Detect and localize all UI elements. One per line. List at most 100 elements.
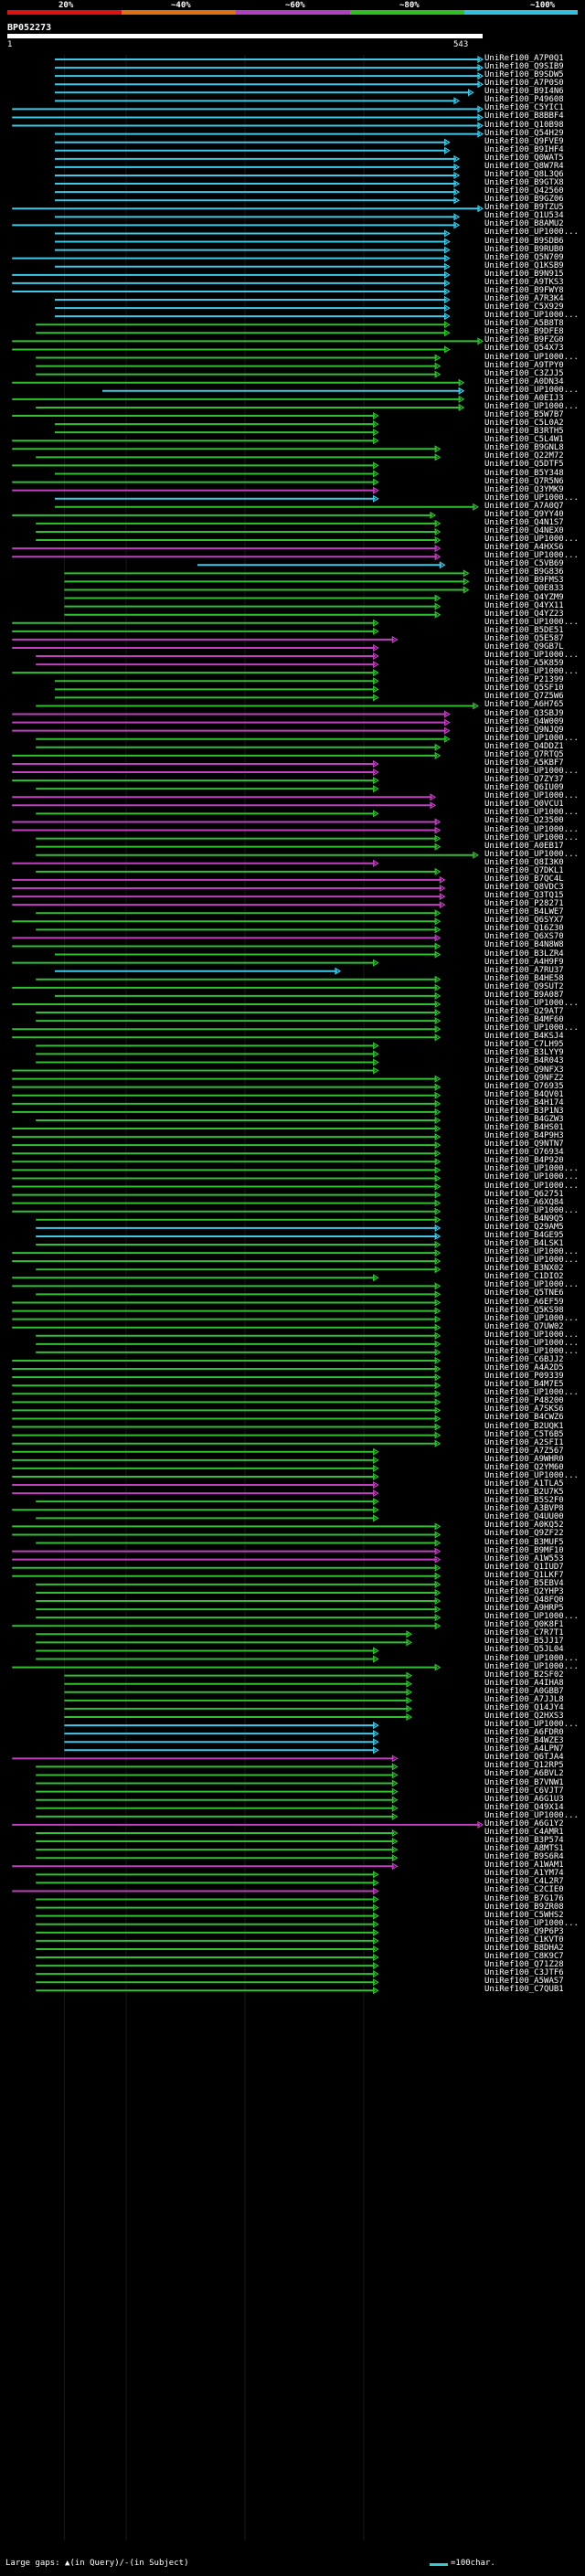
hit-label[interactable]: UniRef100_C5VB69 (484, 559, 564, 569)
hit-label[interactable]: UniRef100_B4GE95 (484, 1230, 564, 1240)
hit-label[interactable]: UniRef100_Q0E833 (484, 584, 564, 594)
hit-label[interactable]: UniRef100_UP1000... (484, 1330, 579, 1340)
hit-label[interactable]: UniRef100_Q54H29 (484, 128, 564, 138)
hit-label[interactable]: UniRef100_Q22M72 (484, 451, 564, 461)
hit-label[interactable]: UniRef100_Q9SIB9 (484, 62, 564, 72)
hit-label[interactable]: UniRef100_Q29AT7 (484, 1007, 564, 1017)
hit-label[interactable]: UniRef100_C6BJJ2 (484, 1354, 564, 1364)
hit-label[interactable]: UniRef100_A9TPY0 (484, 360, 564, 370)
hit-label[interactable]: UniRef100_A1TLA5 (484, 1479, 564, 1489)
hit-label[interactable]: UniRef100_B4QV01 (484, 1089, 564, 1099)
hit-label[interactable]: UniRef100_Q6IU09 (484, 783, 564, 793)
hit-label[interactable]: UniRef100_A7SKS6 (484, 1405, 564, 1415)
hit-label[interactable]: UniRef100_P48200 (484, 1396, 564, 1406)
hit-label[interactable]: UniRef100_A0EB17 (484, 841, 564, 851)
hit-label[interactable]: UniRef100_B4R043 (484, 1056, 564, 1066)
hit-label[interactable]: UniRef100_Q1KSB9 (484, 260, 564, 270)
hit-label[interactable]: UniRef100_UP1000... (484, 493, 579, 503)
hit-label[interactable]: UniRef100_UP1000... (484, 617, 579, 627)
hit-label[interactable]: UniRef100_B9DFE8 (484, 327, 564, 337)
hit-label[interactable]: UniRef100_A3BVP8 (484, 1504, 564, 1514)
hit-label[interactable]: UniRef100_B3P1N3 (484, 1106, 564, 1116)
hit-label[interactable]: UniRef100_A7P0S0 (484, 79, 564, 89)
hit-label[interactable]: UniRef100_UP1000... (484, 824, 579, 834)
hit-label[interactable]: UniRef100_B5Y348 (484, 468, 564, 478)
hit-label[interactable]: UniRef100_Q4W009 (484, 716, 564, 726)
hit-label[interactable]: UniRef100_Q2HXS3 (484, 1712, 564, 1721)
hit-label[interactable]: UniRef100_Q8VDC3 (484, 883, 564, 892)
hit-label[interactable]: UniRef100_A6XQ84 (484, 1197, 564, 1207)
hit-label[interactable]: UniRef100_Q9NFX3 (484, 1065, 564, 1075)
hit-label[interactable]: UniRef100_Q1IUD7 (484, 1562, 564, 1572)
hit-label[interactable]: UniRef100_B2U7K5 (484, 1488, 564, 1498)
hit-label[interactable]: UniRef100_B4P920 (484, 1156, 564, 1166)
hit-label[interactable]: UniRef100_Q54X73 (484, 344, 564, 354)
hit-label[interactable]: UniRef100_B4H174 (484, 1097, 564, 1108)
hit-label[interactable]: UniRef100_Q9ZF22 (484, 1529, 564, 1539)
hit-label[interactable]: UniRef100_B4LWE7 (484, 907, 564, 917)
hit-label[interactable]: UniRef100_B8AMU2 (484, 219, 564, 229)
hit-label[interactable]: UniRef100_C7LH95 (484, 1040, 564, 1050)
hit-label[interactable]: UniRef100_A5KBF7 (484, 758, 564, 768)
hit-label[interactable]: UniRef100_UP1000... (484, 352, 579, 362)
hit-label[interactable]: UniRef100_P09339 (484, 1372, 564, 1382)
hit-label[interactable]: UniRef100_B3LYY9 (484, 1048, 564, 1058)
hit-label[interactable]: UniRef100_Q9NTN7 (484, 1140, 564, 1150)
hit-label[interactable]: UniRef100_B9GTX8 (484, 178, 564, 188)
hit-label[interactable]: UniRef100_A2SFI1 (484, 1437, 564, 1447)
hit-label[interactable]: UniRef100_B9RUB0 (484, 244, 564, 254)
hit-label[interactable]: UniRef100_Q3TQ15 (484, 891, 564, 901)
hit-label[interactable]: UniRef100_Q5N709 (484, 252, 564, 262)
hit-label[interactable]: UniRef100_B4CWZ6 (484, 1413, 564, 1423)
hit-label[interactable]: UniRef100_A9WHR0 (484, 1454, 564, 1464)
hit-label[interactable]: UniRef100_P21399 (484, 675, 564, 685)
hit-label[interactable]: UniRef100_UP1000... (484, 1653, 579, 1663)
hit-label[interactable]: UniRef100_B9S6R4 (484, 1852, 564, 1862)
hit-label[interactable]: UniRef100_Q4YZ23 (484, 609, 564, 619)
hit-label[interactable]: UniRef100_UP1000... (484, 998, 579, 1008)
hit-label[interactable]: UniRef100_B3MUF5 (484, 1537, 564, 1547)
hit-label[interactable]: UniRef100_B4WZE3 (484, 1736, 564, 1746)
hit-label[interactable]: UniRef100_B5EBV4 (484, 1578, 564, 1588)
hit-label[interactable]: UniRef100_A6H765 (484, 700, 564, 710)
hit-label[interactable]: UniRef100_A6FDR0 (484, 1728, 564, 1738)
hit-label[interactable]: UniRef100_Q48FQ0 (484, 1595, 564, 1606)
hit-label[interactable]: UniRef100_Q9SUT2 (484, 981, 564, 991)
hit-label[interactable]: UniRef100_B9SDW5 (484, 70, 564, 80)
hit-label[interactable]: UniRef100_Q1LKF7 (484, 1570, 564, 1580)
hit-label[interactable]: UniRef100_A0EIJ3 (484, 393, 564, 403)
hit-label[interactable]: UniRef100_Q7UW02 (484, 1321, 564, 1331)
hit-label[interactable]: UniRef100_Q7R5N6 (484, 476, 564, 486)
hit-label[interactable]: UniRef100_A7A0Q7 (484, 501, 564, 511)
hit-label[interactable]: UniRef100_Q4UU00 (484, 1512, 564, 1522)
hit-label[interactable]: UniRef100_A7RU37 (484, 965, 564, 975)
hit-label[interactable]: UniRef100_UP1000... (484, 1470, 579, 1480)
hit-label[interactable]: UniRef100_Q5E587 (484, 633, 564, 643)
hit-label[interactable]: UniRef100_A4A2D5 (484, 1363, 564, 1373)
hit-label[interactable]: UniRef100_Q49X14 (484, 1802, 564, 1812)
hit-label[interactable]: UniRef100_UP1000... (484, 791, 579, 801)
hit-label[interactable]: UniRef100_B2SF02 (484, 1670, 564, 1680)
hit-label[interactable]: UniRef100_UP1000... (484, 311, 579, 321)
hit-label[interactable]: UniRef100_Q8L3Q6 (484, 169, 564, 179)
hit-label[interactable]: UniRef100_Q2YM60 (484, 1462, 564, 1472)
hit-label[interactable]: UniRef100_Q6TJA4 (484, 1753, 564, 1763)
hit-label[interactable]: UniRef100_Q4NEX0 (484, 525, 564, 535)
hit-label[interactable]: UniRef100_B9G836 (484, 567, 564, 578)
hit-label[interactable]: UniRef100_Q9GB7L (484, 641, 564, 652)
hit-label[interactable]: UniRef100_Q16Z30 (484, 924, 564, 934)
hit-label[interactable]: UniRef100_Q6XS70 (484, 932, 564, 942)
hit-label[interactable]: UniRef100_Q8I3K0 (484, 857, 564, 867)
hit-label[interactable]: UniRef100_B4N9Q5 (484, 1214, 564, 1224)
hit-label[interactable]: UniRef100_A4HXS6 (484, 543, 564, 553)
hit-label[interactable]: UniRef100_Q5SF10 (484, 684, 564, 694)
hit-label[interactable]: UniRef100_C5L4W1 (484, 435, 564, 445)
hit-label[interactable]: UniRef100_UP1000... (484, 1164, 579, 1174)
hit-label[interactable]: UniRef100_A1WAM1 (484, 1860, 564, 1871)
hit-label[interactable]: UniRef100_UP1000... (484, 1720, 579, 1730)
hit-label[interactable]: UniRef100_Q29AM5 (484, 1222, 564, 1232)
hit-label[interactable]: UniRef100_B4HS01 (484, 1123, 564, 1133)
hit-label[interactable]: UniRef100_B9FMS3 (484, 576, 564, 586)
hit-label[interactable]: UniRef100_A7P0Q1 (484, 54, 564, 63)
hit-label[interactable]: UniRef100_C5L0A2 (484, 419, 564, 429)
